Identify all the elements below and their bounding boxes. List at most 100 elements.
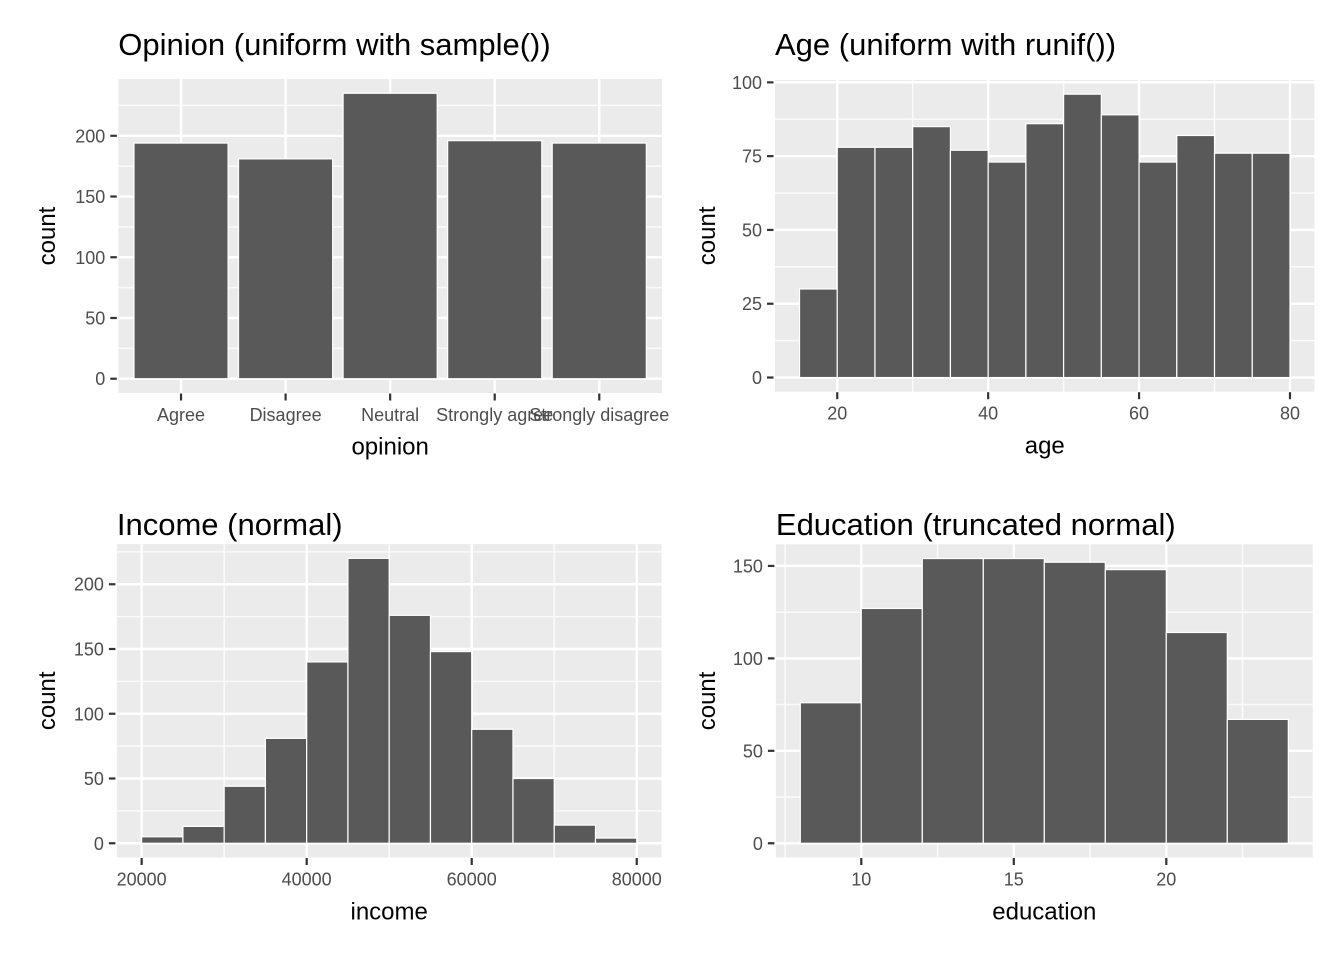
- bar: [1138, 161, 1178, 379]
- income-histogram: 0 50 100 150 200 20000 40000 60000 80000 income co…: [34, 507, 662, 925]
- opinion-bar-chart: 0 50 100 150 200 Agree Disagree Neutral Strongly…: [34, 27, 669, 461]
- bar: [447, 140, 543, 380]
- x-tick-labels: 20000 40000 60000 80000: [117, 870, 662, 890]
- chart-title: Income (normal): [117, 507, 343, 542]
- bar: [1213, 152, 1253, 379]
- y-tick-label: 150: [75, 187, 105, 207]
- chart-title: Opinion (uniform with sample()): [118, 27, 550, 62]
- y-tick-labels: 0 25 50 75 100: [732, 73, 762, 388]
- x-tick-label: Agree: [157, 405, 205, 425]
- bar: [1104, 569, 1167, 844]
- bar: [223, 785, 267, 844]
- x-tick-label: 20: [827, 404, 847, 424]
- bars: [141, 557, 638, 844]
- x-tick-labels: Agree Disagree Neutral Strongly agreeStrong…: [157, 405, 669, 425]
- y-tick-label: 100: [733, 649, 763, 669]
- y-tick-label: 150: [74, 639, 104, 659]
- bar: [1063, 93, 1102, 379]
- bar: [429, 650, 473, 844]
- bar: [133, 142, 229, 380]
- y-axis-title: count: [34, 671, 61, 730]
- bar: [799, 702, 862, 844]
- y-tick-label: 50: [84, 769, 104, 789]
- bar: [1176, 134, 1216, 379]
- y-tick-labels: 0 50 100 150: [733, 556, 763, 853]
- chart-title: Age (uniform with runif()): [775, 27, 1116, 62]
- bar: [237, 158, 334, 380]
- bar: [982, 557, 1045, 844]
- bar: [471, 728, 514, 844]
- y-tick-label: 0: [94, 834, 104, 854]
- bar: [141, 836, 184, 844]
- x-tick-label: 10: [851, 870, 871, 890]
- bar: [512, 777, 555, 844]
- x-tick-label: Strongly disagree: [529, 405, 669, 425]
- bar: [264, 737, 308, 844]
- x-tick-label: Disagree: [250, 405, 322, 425]
- bar: [347, 557, 390, 844]
- x-axis-title: age: [1025, 433, 1065, 460]
- bar: [553, 824, 597, 844]
- x-axis-title: opinion: [351, 434, 428, 461]
- y-tick-label: 0: [95, 369, 105, 389]
- x-tick-label: 60000: [447, 870, 497, 890]
- y-tick-label: 200: [74, 575, 104, 595]
- chart-panel-age: 0 25 50 75 100 20 40 60 80 age count Age (uniform w…: [672, 0, 1344, 480]
- chart-title: Education (truncated normal): [776, 507, 1176, 542]
- x-tick-label: 40000: [282, 870, 332, 890]
- y-tick-label: 0: [753, 834, 763, 854]
- y-tick-labels: 0 50 100 150 200: [74, 575, 104, 854]
- x-tick-label: Neutral: [361, 405, 419, 425]
- bars: [799, 557, 1289, 844]
- y-tick-label: 25: [742, 294, 762, 314]
- y-tick-label: 100: [75, 248, 105, 268]
- bar: [860, 607, 923, 844]
- bar: [949, 149, 989, 379]
- bar: [798, 288, 838, 379]
- axis-ticks: [108, 583, 638, 865]
- y-tick-label: 50: [85, 308, 105, 328]
- age-histogram: 0 25 50 75 100 20 40 60 80 age count Age (uniform w…: [694, 27, 1315, 460]
- bar: [342, 92, 438, 380]
- x-tick-label: 20: [1156, 870, 1176, 890]
- x-tick-label: 20000: [117, 870, 167, 890]
- bar: [182, 825, 225, 844]
- bar: [306, 661, 349, 844]
- bar: [921, 557, 984, 844]
- x-axis-title: education: [992, 898, 1096, 925]
- bar: [836, 146, 876, 379]
- y-tick-label: 100: [74, 704, 104, 724]
- bar: [594, 837, 638, 844]
- x-tick-labels: 10 15 20: [851, 870, 1176, 890]
- bar: [1025, 123, 1065, 379]
- y-tick-labels: 0 50 100 150 200: [75, 126, 105, 389]
- x-tick-label: 80: [1280, 404, 1300, 424]
- x-tick-label: 80000: [612, 870, 662, 890]
- y-tick-label: 100: [732, 73, 762, 93]
- x-tick-label: 60: [1129, 404, 1149, 424]
- axis-ticks: [767, 81, 1292, 400]
- y-tick-label: 75: [742, 147, 762, 167]
- y-tick-label: 50: [743, 741, 763, 761]
- education-histogram: 0 50 100 150 10 15 20 education count Education (…: [694, 507, 1313, 925]
- y-tick-label: 0: [752, 368, 762, 388]
- bar: [1226, 718, 1289, 844]
- chart-panel-education: 0 50 100 150 10 15 20 education count Education (…: [672, 480, 1344, 960]
- chart-panel-income: 0 50 100 150 200 20000 40000 60000 80000 income co…: [0, 480, 672, 960]
- bar: [388, 614, 432, 844]
- y-axis-title: count: [694, 206, 721, 265]
- bar: [912, 126, 952, 379]
- bar: [1165, 631, 1228, 844]
- bar: [1251, 152, 1291, 379]
- bar: [1043, 561, 1106, 844]
- y-axis-title: count: [694, 671, 721, 730]
- bars: [798, 93, 1291, 379]
- bar: [874, 146, 914, 379]
- bars: [133, 92, 647, 380]
- bar: [1100, 114, 1140, 379]
- y-tick-label: 50: [742, 220, 762, 240]
- x-tick-label: 15: [1004, 870, 1024, 890]
- chart-panel-opinion: 0 50 100 150 200 Agree Disagree Neutral Strongly…: [0, 0, 672, 480]
- axis-ticks: [767, 564, 1168, 865]
